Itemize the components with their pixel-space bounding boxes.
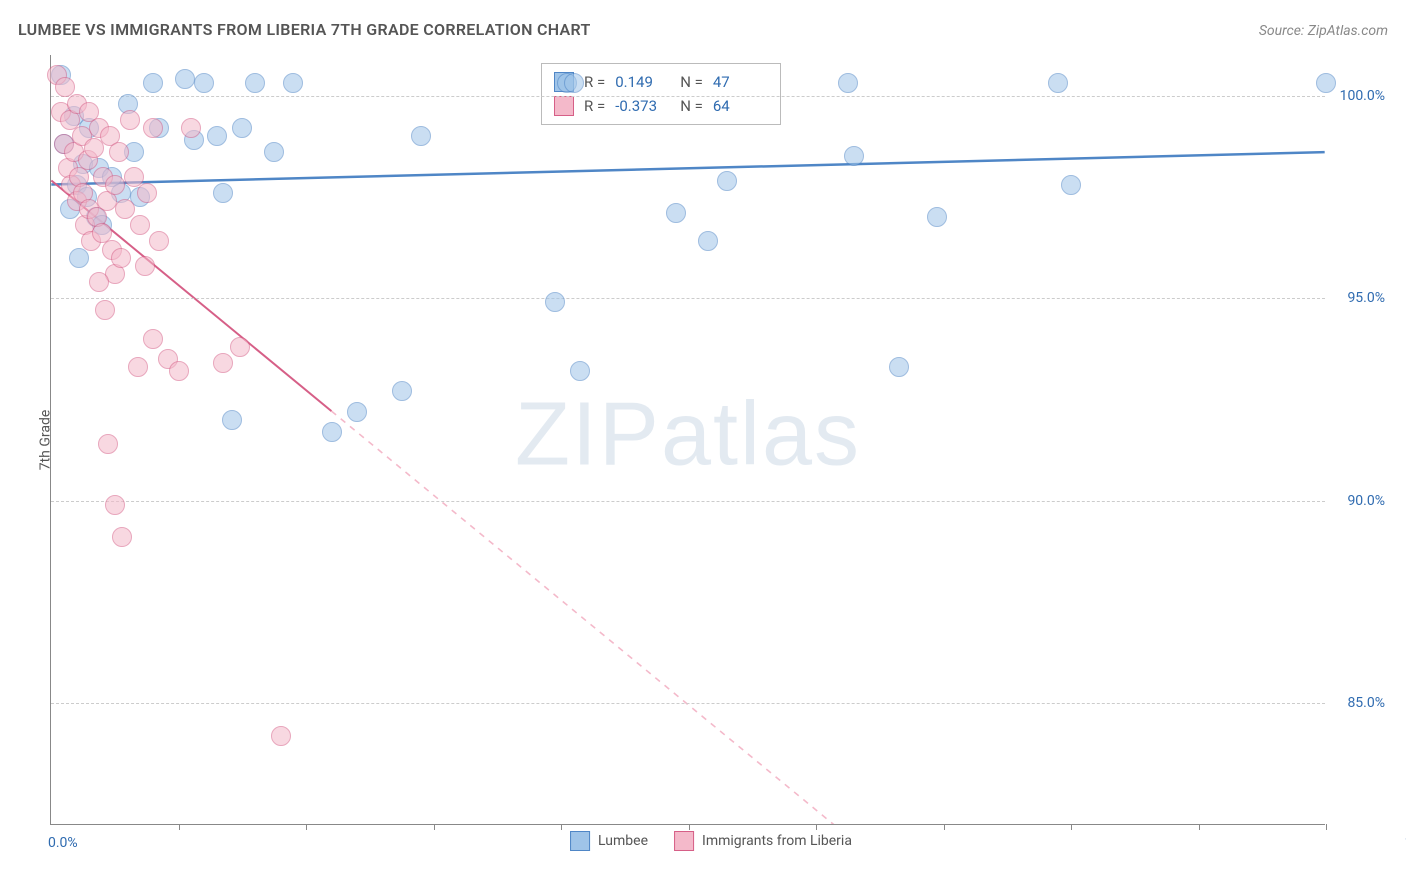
data-point <box>143 118 163 138</box>
data-point <box>245 73 265 93</box>
y-tick-label: 90.0% <box>1347 493 1385 509</box>
gridline <box>51 96 1325 97</box>
data-point <box>564 73 584 93</box>
x-tick <box>689 824 690 830</box>
data-point <box>1048 73 1068 93</box>
data-point <box>230 337 250 357</box>
data-point <box>838 73 858 93</box>
plot-container: 7th Grade ZIPatlas R = 0.149N = 47R = -0… <box>50 55 1390 825</box>
data-point <box>95 300 115 320</box>
data-point <box>105 495 125 515</box>
x-tick <box>561 824 562 830</box>
data-point <box>322 422 342 442</box>
data-point <box>347 402 367 422</box>
data-point <box>137 183 157 203</box>
watermark: ZIPatlas <box>515 383 861 486</box>
data-point <box>109 142 129 162</box>
data-point <box>392 381 412 401</box>
data-point <box>130 215 150 235</box>
x-tick <box>944 824 945 830</box>
data-point <box>889 357 909 377</box>
data-point <box>213 353 233 373</box>
data-point <box>120 110 140 130</box>
data-point <box>98 434 118 454</box>
gridline <box>51 501 1325 502</box>
data-point <box>717 171 737 191</box>
x-tick <box>434 824 435 830</box>
data-point <box>128 357 148 377</box>
stats-row: R = -0.373N = 64 <box>554 94 768 118</box>
data-point <box>194 73 214 93</box>
legend-label: Lumbee <box>598 833 648 849</box>
data-point <box>105 175 125 195</box>
data-point <box>207 126 227 146</box>
data-point <box>698 231 718 251</box>
legend-label: Immigrants from Liberia <box>702 833 852 849</box>
data-point <box>927 207 947 227</box>
x-tick <box>179 824 180 830</box>
data-point <box>135 256 155 276</box>
y-tick-label: 85.0% <box>1347 695 1385 711</box>
data-point <box>89 272 109 292</box>
correlation-stats-box: R = 0.149N = 47R = -0.373N = 64 <box>541 63 781 125</box>
y-tick-label: 100.0% <box>1340 88 1385 104</box>
data-point <box>545 292 565 312</box>
x-tick <box>306 824 307 830</box>
data-point <box>149 231 169 251</box>
data-point <box>570 361 590 381</box>
x-tick <box>1071 824 1072 830</box>
chart-title: LUMBEE VS IMMIGRANTS FROM LIBERIA 7TH GR… <box>18 20 591 39</box>
plot-area: ZIPatlas R = 0.149N = 47R = -0.373N = 64… <box>50 55 1325 825</box>
x-tick <box>1199 824 1200 830</box>
x-axis-min-label: 0.0% <box>48 835 78 851</box>
stats-row: R = 0.149N = 47 <box>554 70 768 94</box>
data-point <box>213 183 233 203</box>
data-point <box>666 203 686 223</box>
legend-swatch <box>674 831 694 851</box>
data-point <box>111 248 131 268</box>
data-point <box>112 527 132 547</box>
data-point <box>411 126 431 146</box>
source-attribution: Source: ZipAtlas.com <box>1259 23 1388 39</box>
data-point <box>175 69 195 89</box>
gridline <box>51 298 1325 299</box>
data-point <box>1061 175 1081 195</box>
data-point <box>232 118 252 138</box>
data-point <box>169 361 189 381</box>
data-point <box>181 118 201 138</box>
x-tick <box>816 824 817 830</box>
legend-swatch <box>570 831 590 851</box>
x-tick <box>1326 824 1327 830</box>
data-point <box>222 410 242 430</box>
y-tick-label: 95.0% <box>1347 290 1385 306</box>
trend-lines <box>51 55 1325 824</box>
series-swatch <box>554 96 574 116</box>
data-point <box>143 73 163 93</box>
data-point <box>283 73 303 93</box>
gridline <box>51 703 1325 704</box>
series-legend: Lumbee Immigrants from Liberia <box>570 831 870 851</box>
data-point <box>264 142 284 162</box>
data-point <box>844 146 864 166</box>
data-point <box>1316 73 1336 93</box>
data-point <box>115 199 135 219</box>
data-point <box>143 329 163 349</box>
data-point <box>271 726 291 746</box>
